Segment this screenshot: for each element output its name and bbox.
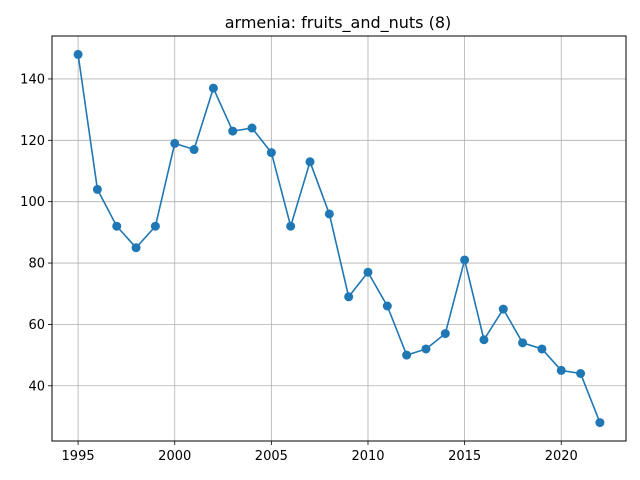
axes-ticks: 1995 2000 2005 2010 2015 2020 40 60 80 100 120 140 bbox=[20, 72, 578, 464]
data-point bbox=[556, 365, 566, 375]
x-tick-label: 2005 bbox=[255, 449, 288, 464]
data-point bbox=[460, 255, 470, 265]
data-point bbox=[170, 138, 180, 148]
data-point bbox=[363, 267, 373, 277]
data-point bbox=[421, 344, 431, 354]
data-point bbox=[440, 329, 450, 339]
x-tick-label: 2015 bbox=[448, 449, 481, 464]
series-layer bbox=[73, 49, 605, 428]
data-point bbox=[537, 344, 547, 354]
data-point bbox=[92, 184, 102, 194]
data-point bbox=[286, 221, 296, 231]
data-point bbox=[112, 221, 122, 231]
chart-title: armenia: fruits_and_nuts (8) bbox=[225, 13, 452, 33]
y-tick-label: 60 bbox=[28, 318, 45, 333]
y-tick-label: 120 bbox=[20, 134, 45, 149]
data-point bbox=[576, 369, 586, 378]
data-point bbox=[150, 221, 160, 231]
data-point bbox=[595, 418, 605, 428]
data-point bbox=[479, 335, 489, 345]
plot-frame bbox=[51, 35, 627, 442]
data-point bbox=[518, 338, 528, 348]
data-point bbox=[402, 350, 412, 360]
data-point bbox=[324, 209, 334, 219]
x-tick-label: 2020 bbox=[545, 449, 578, 464]
data-point bbox=[266, 148, 276, 158]
grid bbox=[52, 36, 626, 441]
data-point bbox=[208, 83, 218, 93]
data-point bbox=[73, 49, 83, 59]
data-point bbox=[228, 126, 238, 136]
data-point bbox=[189, 145, 199, 155]
data-point bbox=[305, 157, 315, 167]
data-point bbox=[131, 243, 141, 253]
series-line bbox=[77, 54, 601, 423]
y-tick-label: 80 bbox=[28, 257, 45, 272]
x-tick-label: 2000 bbox=[158, 449, 191, 464]
data-point bbox=[382, 301, 392, 311]
x-tick-label: 2010 bbox=[351, 449, 384, 464]
data-point bbox=[344, 292, 354, 302]
data-point bbox=[247, 123, 257, 133]
y-tick-label: 40 bbox=[28, 379, 45, 394]
y-tick-label: 140 bbox=[20, 72, 45, 87]
data-point bbox=[498, 304, 508, 314]
x-tick-label: 1995 bbox=[62, 449, 95, 464]
y-tick-label: 100 bbox=[20, 195, 45, 210]
